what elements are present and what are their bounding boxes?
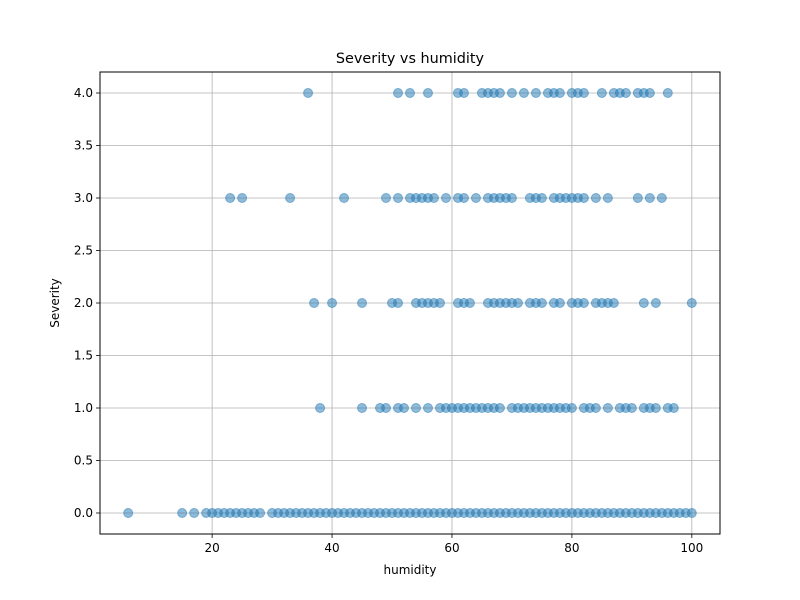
x-tick-label: 40 bbox=[324, 541, 339, 555]
scatter-point bbox=[536, 298, 547, 308]
x-axis-label: humidity bbox=[384, 563, 437, 577]
y-tick-label: 4.0 bbox=[74, 86, 93, 100]
scatter-point bbox=[578, 193, 589, 203]
scatter-point bbox=[620, 88, 631, 98]
scatter-point bbox=[225, 193, 236, 203]
scatter-point bbox=[393, 193, 404, 203]
x-tick-label: 20 bbox=[204, 541, 219, 555]
scatter-point bbox=[596, 88, 607, 98]
scatter-point bbox=[650, 403, 661, 413]
scatter-point bbox=[189, 508, 200, 518]
scatter-point bbox=[644, 88, 655, 98]
scatter-point bbox=[458, 193, 469, 203]
scatter-point bbox=[590, 403, 601, 413]
scatter-point bbox=[644, 193, 655, 203]
scatter-point bbox=[518, 88, 529, 98]
scatter-point bbox=[315, 403, 326, 413]
scatter-point bbox=[393, 298, 404, 308]
scatter-point bbox=[399, 403, 410, 413]
data-points bbox=[123, 88, 697, 518]
y-tick-label: 1.0 bbox=[74, 401, 93, 415]
scatter-point bbox=[381, 193, 392, 203]
scatter-point bbox=[393, 88, 404, 98]
scatter-point bbox=[536, 193, 547, 203]
scatter-point bbox=[458, 88, 469, 98]
scatter-point bbox=[255, 508, 266, 518]
y-tick-label: 1.5 bbox=[74, 349, 93, 363]
y-tick-label: 2.0 bbox=[74, 296, 93, 310]
scatter-point bbox=[381, 403, 392, 413]
scatter-point bbox=[668, 403, 679, 413]
scatter-point bbox=[554, 298, 565, 308]
scatter-point bbox=[578, 298, 589, 308]
scatter-point bbox=[566, 403, 577, 413]
scatter-point bbox=[357, 403, 368, 413]
scatter-point bbox=[506, 193, 517, 203]
scatter-point bbox=[434, 298, 445, 308]
scatter-point bbox=[422, 88, 433, 98]
scatter-point bbox=[303, 88, 314, 98]
scatter-point bbox=[309, 298, 320, 308]
scatter-point bbox=[464, 298, 475, 308]
x-axis-ticks: 20 40 60 80 100 bbox=[204, 534, 703, 555]
y-axis-ticks: 0.0 0.5 1.0 1.5 2.0 2.5 3.0 3.5 4.0 bbox=[74, 86, 100, 520]
scatter-point bbox=[608, 298, 619, 308]
chart-title: Severity vs humidity bbox=[336, 51, 485, 67]
x-tick-label: 80 bbox=[564, 541, 579, 555]
scatter-point bbox=[494, 403, 505, 413]
scatter-point bbox=[506, 88, 517, 98]
scatter-point bbox=[357, 298, 368, 308]
scatter-point bbox=[512, 298, 523, 308]
scatter-point bbox=[237, 193, 248, 203]
scatter-point bbox=[440, 193, 451, 203]
y-tick-label: 3.5 bbox=[74, 139, 93, 153]
scatter-point bbox=[686, 298, 697, 308]
x-tick-label: 100 bbox=[680, 541, 703, 555]
scatter-point bbox=[638, 298, 649, 308]
scatter-point bbox=[656, 193, 667, 203]
scatter-point bbox=[650, 298, 661, 308]
scatter-point bbox=[285, 193, 296, 203]
scatter-point bbox=[410, 403, 421, 413]
scatter-point bbox=[554, 88, 565, 98]
y-tick-label: 3.0 bbox=[74, 191, 93, 205]
scatter-point bbox=[123, 508, 134, 518]
scatter-point bbox=[530, 88, 541, 98]
scatter-point bbox=[470, 193, 481, 203]
scatter-point bbox=[177, 508, 188, 518]
y-tick-label: 0.0 bbox=[74, 506, 93, 520]
scatter-point bbox=[590, 193, 601, 203]
scatter-point bbox=[428, 193, 439, 203]
scatter-point bbox=[686, 508, 697, 518]
scatter-point bbox=[339, 193, 350, 203]
y-tick-label: 0.5 bbox=[74, 454, 93, 468]
x-tick-label: 60 bbox=[444, 541, 459, 555]
scatter-point bbox=[578, 88, 589, 98]
scatter-point bbox=[327, 298, 338, 308]
scatter-point bbox=[602, 403, 613, 413]
scatter-point bbox=[405, 88, 415, 98]
scatter-point bbox=[494, 88, 505, 98]
y-axis-label: Severity bbox=[48, 278, 62, 328]
scatter-point bbox=[662, 88, 673, 98]
scatter-point bbox=[632, 193, 643, 203]
scatter-point bbox=[602, 193, 613, 203]
scatter-point bbox=[626, 403, 637, 413]
y-tick-label: 2.5 bbox=[74, 244, 93, 258]
scatter-point bbox=[422, 403, 433, 413]
